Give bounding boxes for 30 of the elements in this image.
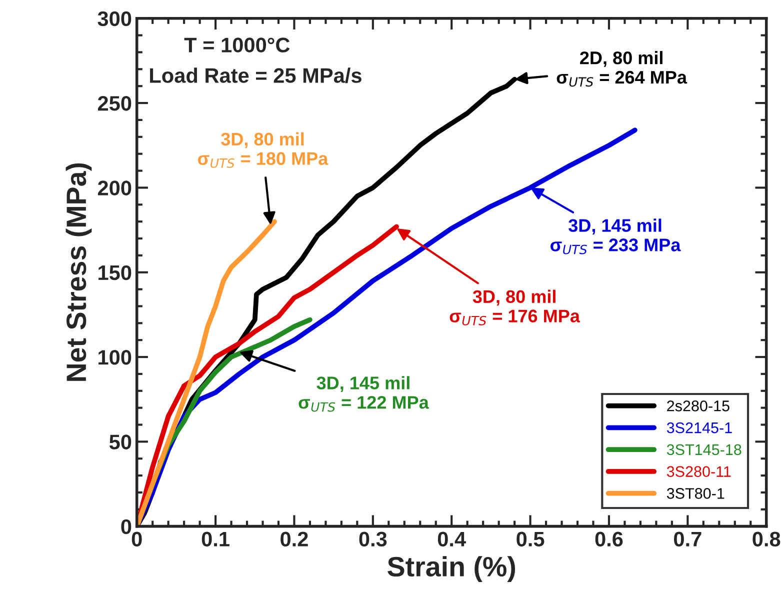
x-tick-label: 0.1 bbox=[202, 532, 230, 546]
y-tick-label: 250 bbox=[98, 96, 132, 111]
y-axis-title: Net Stress (MPa) bbox=[66, 163, 92, 381]
x-tick-label: 0.5 bbox=[516, 532, 544, 546]
x-tick-label: 0.7 bbox=[674, 532, 702, 546]
x-tick-label: 0.3 bbox=[359, 532, 387, 547]
legend-label: 3S280-11 bbox=[666, 466, 731, 477]
annotation: 3D, 145 mil σ$_{UTS}$ = 233 MPa bbox=[550, 218, 681, 254]
y-tick-label: 100 bbox=[98, 350, 132, 365]
x-tick-label: 0.8 bbox=[752, 532, 780, 546]
x-tick-label: 0.2 bbox=[280, 532, 308, 546]
x-tick-label: 0.6 bbox=[595, 532, 623, 546]
legend-label: 3ST145-18 bbox=[666, 444, 742, 456]
y-tick-label: 150 bbox=[98, 265, 132, 280]
annotation: T = 1000°C bbox=[184, 38, 290, 52]
y-tick-label: 200 bbox=[98, 180, 132, 196]
annotation: 2D, 80 mil σ$_{UTS}$ = 264 MPa bbox=[556, 51, 688, 87]
legend-label: 3ST80-1 bbox=[666, 488, 724, 499]
annotation: 3D, 145 mil σ$_{UTS}$ = 122 MPa bbox=[298, 376, 429, 412]
y-tick-label: 0 bbox=[121, 519, 132, 534]
annotation: Load Rate = 25 MPa/s bbox=[150, 68, 362, 84]
x-tick-label: 0.4 bbox=[438, 532, 466, 546]
x-tick-label: 0 bbox=[132, 532, 142, 546]
legend-label: 3S2145-1 bbox=[666, 422, 732, 434]
y-tick-label: 50 bbox=[109, 434, 132, 450]
y-tick-label: 300 bbox=[98, 11, 132, 26]
x-axis-title: Strain (%) bbox=[388, 556, 516, 582]
annotation: 3D, 80 mil σ$_{UTS}$ = 176 MPa bbox=[450, 290, 580, 326]
legend-label: 2s280-15 bbox=[667, 400, 730, 412]
annotation: 3D, 80 mil σ$_{UTS}$ = 180 MPa bbox=[198, 132, 328, 168]
